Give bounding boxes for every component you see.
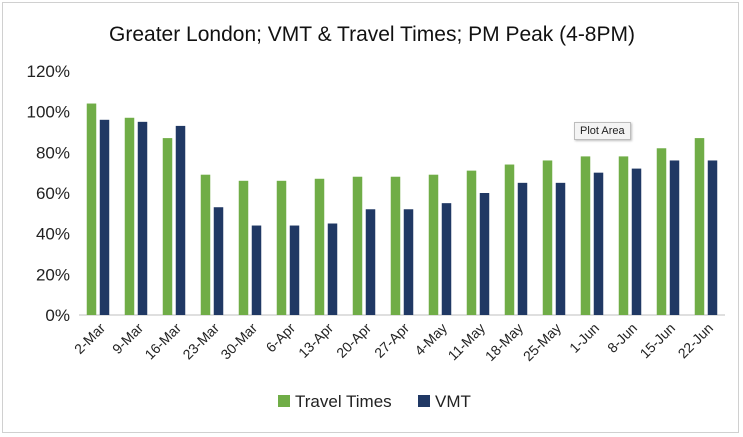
y-tick-label: 40% (36, 225, 70, 244)
y-tick-label: 80% (36, 143, 70, 162)
chart-frame[interactable]: Greater London; VMT & Travel Times; PM P… (2, 2, 739, 433)
x-tick-label: 18-May (482, 320, 526, 364)
x-tick-label: 20-Apr (333, 320, 374, 361)
bar-travel-times[interactable] (504, 164, 515, 315)
bar-vmt[interactable] (631, 168, 642, 315)
legend-label: Travel Times (295, 392, 392, 411)
x-tick-label: 2-Mar (71, 320, 108, 357)
chart-title: Greater London; VMT & Travel Times; PM P… (109, 23, 635, 46)
y-tick-label: 20% (36, 265, 70, 284)
bar-travel-times[interactable] (390, 176, 401, 315)
bar-travel-times[interactable] (124, 117, 135, 316)
bar-vmt[interactable] (517, 182, 528, 315)
x-tick-label: 8-Jun (604, 320, 640, 356)
bar-travel-times[interactable] (86, 103, 97, 316)
plot-area-tooltip: Plot Area (574, 122, 631, 140)
y-tick-label: 120% (27, 62, 70, 81)
bar-travel-times[interactable] (618, 156, 629, 315)
legend: Travel Times VMT (278, 392, 471, 411)
bar-travel-times[interactable] (580, 156, 591, 315)
legend-label: VMT (435, 392, 471, 411)
x-tick-label: 27-Apr (371, 320, 412, 361)
bar-travel-times[interactable] (656, 148, 667, 315)
bar-travel-times[interactable] (200, 174, 211, 315)
bar-travel-times[interactable] (694, 138, 705, 315)
x-tick-label: 11-May (445, 320, 489, 364)
bar-vmt[interactable] (403, 209, 414, 315)
bar-vmt[interactable] (327, 223, 338, 316)
x-tick-label: 16-Mar (141, 320, 184, 363)
bar-vmt[interactable] (99, 119, 110, 315)
bar-vmt[interactable] (479, 193, 490, 315)
bar-vmt[interactable] (137, 121, 148, 315)
bar-vmt[interactable] (289, 225, 300, 315)
bar-vmt[interactable] (175, 125, 186, 316)
bar-chart[interactable]: Greater London; VMT & Travel Times; PM P… (3, 3, 740, 434)
bar-travel-times[interactable] (352, 176, 363, 315)
bar-vmt[interactable] (669, 160, 680, 315)
bar-vmt[interactable] (251, 225, 262, 315)
x-tick-label: 6-Apr (263, 320, 299, 356)
bar-vmt[interactable] (593, 172, 604, 315)
bar-travel-times[interactable] (276, 180, 287, 315)
legend-swatch (278, 395, 290, 407)
y-tick-label: 100% (27, 103, 70, 122)
bar-vmt[interactable] (441, 203, 452, 315)
x-tick-label: 22-Jun (675, 320, 717, 362)
bar-travel-times[interactable] (466, 170, 477, 315)
y-tick-label: 60% (36, 184, 70, 203)
x-tick-label: 30-Mar (217, 320, 260, 363)
x-tick-label: 15-Jun (637, 320, 679, 362)
bar-travel-times[interactable] (314, 178, 325, 315)
bar-travel-times[interactable] (428, 174, 439, 315)
legend-swatch (418, 395, 430, 407)
bar-vmt[interactable] (555, 182, 566, 315)
bar-vmt[interactable] (707, 160, 718, 315)
y-tick-label: 0% (45, 306, 70, 325)
x-tick-label: 25-May (520, 320, 564, 364)
bar-travel-times[interactable] (542, 160, 553, 315)
bar-vmt[interactable] (365, 209, 376, 315)
x-tick-label: 23-Mar (179, 320, 222, 363)
bar-travel-times[interactable] (238, 180, 249, 315)
x-tick-label: 1-Jun (566, 320, 602, 356)
x-tick-label: 13-Apr (295, 320, 336, 361)
bar-vmt[interactable] (213, 207, 224, 315)
bar-travel-times[interactable] (162, 138, 173, 315)
